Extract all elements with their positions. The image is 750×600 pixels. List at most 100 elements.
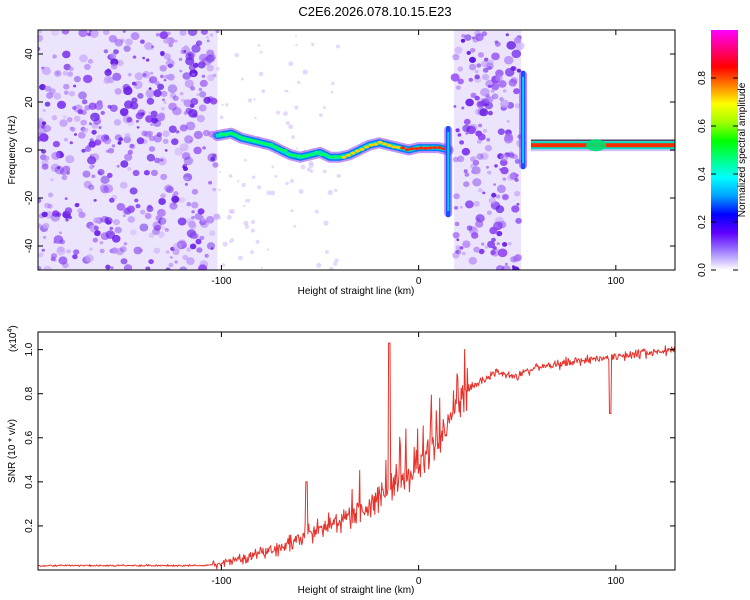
ridge-core-segment bbox=[386, 144, 392, 147]
noise-blob bbox=[475, 33, 484, 42]
noise-blob bbox=[38, 30, 43, 34]
noise-blob bbox=[459, 246, 464, 250]
faint-dot bbox=[254, 116, 257, 120]
noise-blob bbox=[490, 248, 500, 257]
noise-blob bbox=[197, 208, 205, 215]
noise-blob bbox=[38, 252, 44, 258]
noise-blob bbox=[94, 230, 101, 237]
noise-blob bbox=[108, 35, 118, 43]
noise-blob bbox=[454, 46, 463, 54]
faint-dot bbox=[260, 266, 263, 269]
noise-blob bbox=[185, 107, 193, 114]
noise-blob bbox=[474, 74, 480, 80]
noise-blob bbox=[179, 92, 184, 96]
noise-blob bbox=[450, 73, 460, 82]
noise-blob bbox=[111, 247, 118, 254]
noise-blob bbox=[192, 233, 199, 239]
noise-blob bbox=[127, 216, 135, 223]
noise-blob bbox=[487, 240, 496, 249]
noise-blob bbox=[484, 144, 492, 152]
noise-blob bbox=[191, 188, 199, 195]
noise-blob bbox=[493, 183, 496, 186]
ridge-core-segment bbox=[227, 132, 234, 136]
noise-blob bbox=[186, 257, 195, 265]
noise-blob bbox=[484, 57, 489, 62]
noise-blob bbox=[495, 74, 503, 82]
ridge-core-segment bbox=[422, 146, 429, 150]
noise-blob bbox=[153, 119, 162, 127]
noise-blob bbox=[463, 169, 468, 174]
faint-dot bbox=[245, 224, 250, 229]
noise-blob bbox=[134, 198, 139, 203]
noise-blob bbox=[179, 30, 187, 36]
noise-blob bbox=[73, 84, 77, 88]
noise-blob bbox=[41, 66, 52, 76]
noise-blob bbox=[162, 130, 170, 137]
noise-blob bbox=[82, 127, 89, 133]
noise-blob bbox=[490, 89, 495, 93]
faint-dot bbox=[244, 158, 247, 162]
noise-blob bbox=[153, 247, 161, 254]
noise-blob bbox=[42, 222, 50, 229]
noise-blob bbox=[41, 163, 49, 170]
noise-blob bbox=[465, 200, 474, 209]
noise-blob bbox=[107, 172, 113, 178]
noise-blob bbox=[454, 249, 459, 254]
noise-blob bbox=[514, 103, 521, 109]
noise-blob bbox=[460, 38, 466, 43]
noise-blob bbox=[480, 152, 489, 160]
noise-blob bbox=[198, 104, 207, 112]
colorbar-tick-label: 0.0 bbox=[697, 263, 708, 277]
faint-dot bbox=[329, 266, 334, 270]
noise-blob bbox=[109, 104, 118, 113]
noise-blob bbox=[119, 181, 128, 189]
noise-blob bbox=[480, 97, 484, 101]
snr-xtick-label: 0 bbox=[416, 576, 422, 587]
noise-blob bbox=[73, 75, 81, 83]
faint-dot bbox=[298, 189, 304, 194]
noise-blob bbox=[105, 149, 110, 153]
noise-blob bbox=[212, 162, 219, 168]
noise-blob bbox=[113, 219, 120, 226]
noise-blob bbox=[189, 103, 195, 108]
noise-blob bbox=[150, 110, 158, 118]
noise-blob bbox=[488, 197, 496, 204]
noise-blob bbox=[497, 128, 505, 135]
noise-blob bbox=[501, 193, 509, 201]
ridge-core-segment bbox=[218, 132, 224, 136]
noise-blob bbox=[508, 242, 512, 246]
noise-blob bbox=[85, 254, 94, 263]
noise-blob bbox=[101, 215, 109, 223]
noise-blob bbox=[104, 217, 113, 225]
noise-blob bbox=[477, 133, 486, 141]
noise-blob bbox=[98, 126, 102, 129]
faint-dot bbox=[290, 209, 294, 213]
noise-blob bbox=[140, 209, 146, 215]
snr-xtick-label: -100 bbox=[211, 576, 231, 587]
faint-dot bbox=[266, 190, 272, 196]
noise-blob bbox=[68, 90, 76, 97]
noise-blob bbox=[58, 256, 68, 265]
noise-blob bbox=[206, 36, 209, 39]
noise-blob bbox=[195, 238, 202, 245]
faint-dot bbox=[295, 43, 298, 47]
noise-blob bbox=[103, 49, 109, 54]
noise-blob bbox=[109, 226, 114, 231]
noise-blob bbox=[471, 232, 479, 239]
ridge-core-segment bbox=[427, 146, 433, 150]
noise-blob bbox=[170, 256, 173, 259]
noise-blob bbox=[57, 100, 66, 109]
noise-blob bbox=[157, 116, 162, 121]
noise-blob bbox=[196, 247, 203, 253]
noise-blob bbox=[63, 90, 69, 95]
noise-blob bbox=[485, 79, 495, 88]
noise-blob bbox=[183, 99, 193, 107]
noise-blob bbox=[454, 206, 459, 210]
noise-blob bbox=[156, 132, 162, 138]
spectrogram-plot-area bbox=[38, 30, 675, 270]
noise-blob bbox=[459, 140, 465, 145]
noise-blob bbox=[200, 30, 208, 35]
noise-blob bbox=[110, 53, 117, 59]
ridge-core-segment bbox=[305, 154, 311, 158]
ridge-core-segment bbox=[286, 153, 292, 157]
